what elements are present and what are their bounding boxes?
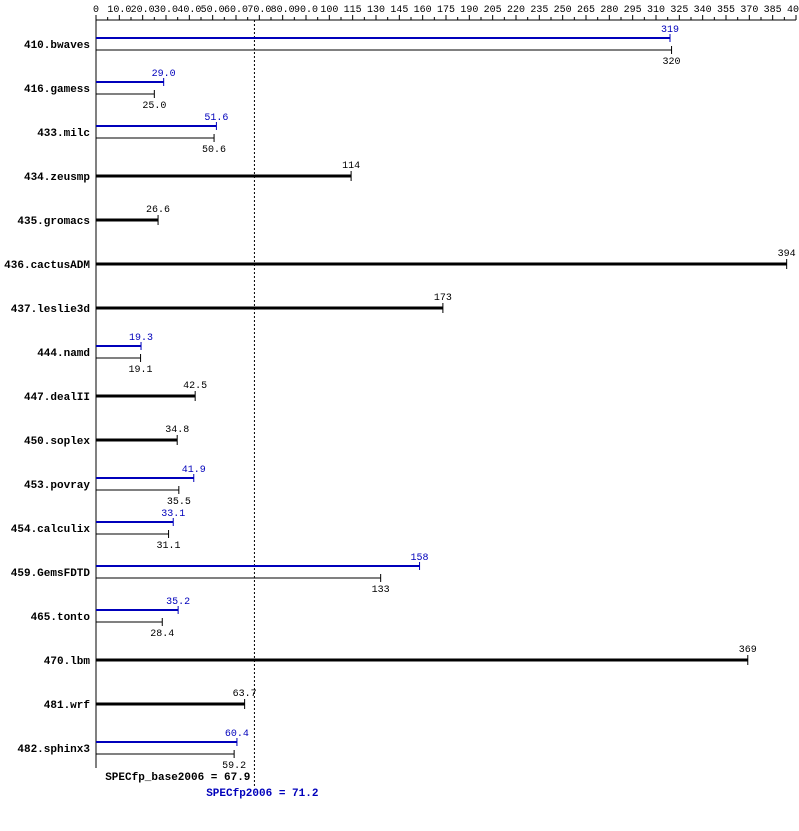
axis-tick-label: 130 <box>367 5 385 16</box>
summary-peak: SPECfp2006 = 71.2 <box>206 788 318 800</box>
value-label-peak: 158 <box>411 553 429 564</box>
axis-tick-label: 80.0 <box>271 5 295 16</box>
value-label-base: 28.4 <box>150 629 174 640</box>
axis-tick-label: 280 <box>600 5 618 16</box>
value-label-peak: 19.3 <box>129 333 153 344</box>
benchmark-label: 465.tonto <box>31 612 91 624</box>
benchmark-label: 435.gromacs <box>17 216 90 228</box>
axis-tick-label: 70.0 <box>247 5 271 16</box>
axis-tick-label: 20.0 <box>131 5 155 16</box>
benchmark-label: 450.soplex <box>24 436 90 448</box>
value-label-peak: 41.9 <box>182 465 206 476</box>
value-label-base: 63.7 <box>233 689 257 700</box>
axis-tick-label: 385 <box>764 5 782 16</box>
value-label-peak: 60.4 <box>225 729 249 740</box>
axis-tick-label: 190 <box>460 5 478 16</box>
value-label-peak: 35.2 <box>166 597 190 608</box>
value-label-peak: 33.1 <box>161 509 185 520</box>
axis-tick-label: 400 <box>787 5 799 16</box>
benchmark-label: 447.dealII <box>24 392 90 404</box>
axis-tick-label: 50.0 <box>201 5 225 16</box>
axis-tick-label: 325 <box>670 5 688 16</box>
benchmark-label: 437.leslie3d <box>11 304 90 316</box>
benchmark-label: 416.gamess <box>24 84 90 96</box>
axis-tick-label: 30.0 <box>154 5 178 16</box>
axis-tick-label: 100 <box>320 5 338 16</box>
benchmark-label: 454.calculix <box>11 524 91 536</box>
value-label-peak: 29.0 <box>152 69 176 80</box>
benchmark-label: 482.sphinx3 <box>17 744 90 756</box>
benchmark-label: 410.bwaves <box>24 40 90 52</box>
summary-base: SPECfp_base2006 = 67.9 <box>105 772 250 784</box>
value-label-base: 19.1 <box>129 365 153 376</box>
benchmark-label: 433.milc <box>37 128 90 140</box>
axis-tick-label: 205 <box>484 5 502 16</box>
axis-tick-label: 220 <box>507 5 525 16</box>
axis-tick-label: 250 <box>554 5 572 16</box>
value-label-base: 133 <box>372 585 390 596</box>
axis-tick-label: 295 <box>624 5 642 16</box>
value-label-base: 25.0 <box>142 101 166 112</box>
axis-tick-label: 115 <box>344 5 362 16</box>
axis-tick-label: 355 <box>717 5 735 16</box>
axis-tick-label: 310 <box>647 5 665 16</box>
axis-tick-label: 160 <box>414 5 432 16</box>
axis-tick-label: 60.0 <box>224 5 248 16</box>
value-label-base: 114 <box>342 161 360 172</box>
axis-tick-label: 370 <box>740 5 758 16</box>
benchmark-label: 434.zeusmp <box>24 172 90 184</box>
benchmark-label: 481.wrf <box>44 700 91 712</box>
axis-tick-label: 175 <box>437 5 455 16</box>
value-label-base: 59.2 <box>222 761 246 772</box>
axis-tick-label: 235 <box>530 5 548 16</box>
value-label-peak: 319 <box>661 25 679 36</box>
value-label-base: 369 <box>739 645 757 656</box>
value-label-base: 35.5 <box>167 497 191 508</box>
axis-tick-label: 340 <box>694 5 712 16</box>
value-label-base: 394 <box>778 249 796 260</box>
axis-tick-label: 40.0 <box>177 5 201 16</box>
benchmark-label: 453.povray <box>24 480 90 492</box>
benchmark-label: 444.namd <box>37 348 90 360</box>
value-label-base: 31.1 <box>157 541 181 552</box>
value-label-base: 42.5 <box>183 381 207 392</box>
benchmark-label: 470.lbm <box>44 656 91 668</box>
axis-tick-label: 0 <box>93 5 99 16</box>
value-label-base: 173 <box>434 293 452 304</box>
axis-tick-label: 145 <box>390 5 408 16</box>
axis-tick-label: 265 <box>577 5 595 16</box>
value-label-base: 320 <box>663 57 681 68</box>
benchmark-label: 436.cactusADM <box>4 260 90 272</box>
benchmark-label: 459.GemsFDTD <box>11 568 91 580</box>
value-label-base: 50.6 <box>202 145 226 156</box>
axis-tick-label: 90.0 <box>294 5 318 16</box>
spec-chart: 0 10.020.030.040.050.060.070.080.090.0100… <box>0 0 799 831</box>
axis-tick-label: 10.0 <box>107 5 131 16</box>
value-label-peak: 51.6 <box>204 113 228 124</box>
value-label-base: 26.6 <box>146 205 170 216</box>
value-label-base: 34.8 <box>165 425 189 436</box>
